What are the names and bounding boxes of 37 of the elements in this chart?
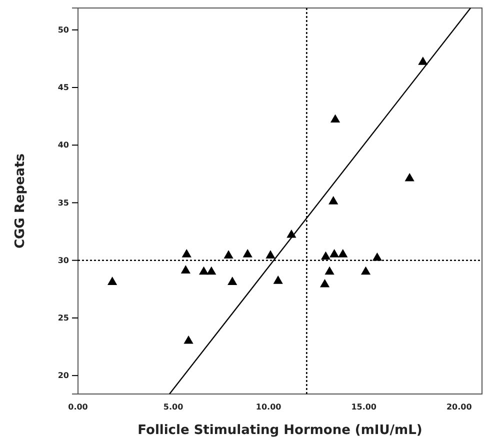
point: [266, 250, 276, 259]
point: [184, 335, 194, 344]
x-tick-label: 15.00: [351, 402, 377, 412]
point: [338, 249, 348, 258]
y-tick-label: 35: [58, 198, 70, 208]
point: [286, 229, 296, 238]
y-tick-label: 20: [58, 371, 70, 380]
y-tick-label: 45: [58, 83, 70, 92]
y-tick-label: 25: [58, 314, 70, 323]
y-axis-title: CGG Repeats: [13, 153, 28, 249]
point: [224, 250, 234, 259]
point: [182, 249, 192, 258]
point: [273, 276, 283, 284]
x-axis-title: Follicle Stimulating Hormone (mIU/mL): [138, 423, 422, 438]
x-tick-label: 20.00: [446, 402, 472, 412]
x-tick-label: 5.00: [163, 402, 184, 412]
y-tick-label: 50: [58, 25, 70, 34]
point: [330, 249, 340, 258]
point: [418, 56, 428, 65]
point: [404, 172, 414, 182]
y-tick-label: 30: [58, 256, 70, 265]
point: [320, 278, 330, 288]
point: [107, 276, 118, 286]
point: [180, 265, 190, 274]
point: [328, 196, 338, 204]
x-tick-label: 0.00: [68, 402, 88, 412]
point: [198, 266, 209, 275]
y-tick-label: 40: [58, 140, 70, 150]
point: [228, 276, 238, 286]
point: [372, 252, 382, 261]
point: [360, 266, 371, 275]
point: [242, 249, 252, 258]
x-tick-label: 10.00: [256, 402, 282, 412]
point: [324, 266, 334, 275]
point: [320, 251, 331, 260]
point: [330, 114, 340, 123]
point: [206, 266, 216, 275]
